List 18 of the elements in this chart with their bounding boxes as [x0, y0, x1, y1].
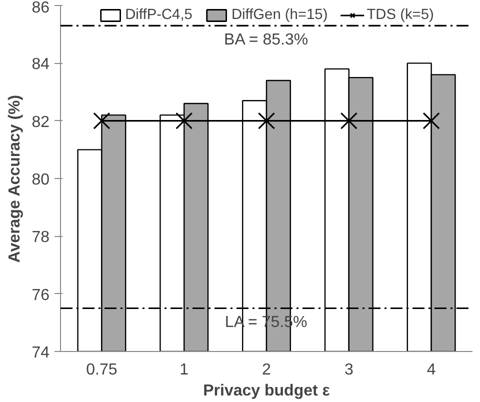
x-tick-label: 4 — [426, 362, 436, 378]
legend-label: DiffGen (h=15) — [231, 7, 328, 23]
y-tick-label: 74 — [32, 344, 50, 362]
x-tick-label: 1 — [180, 362, 189, 378]
legend-label: TDS (k=5) — [366, 7, 434, 23]
y-tick-label: 86 — [32, 0, 50, 16]
y-tick-label: 82 — [32, 114, 50, 131]
y-tick-label: 78 — [32, 229, 50, 246]
y-tick-label: 80 — [32, 172, 50, 188]
x-tick-label: 3 — [344, 362, 354, 378]
ref-line-label: BA = 85.3% — [224, 32, 308, 49]
x-axis-title: Privacy budget ε — [203, 382, 330, 400]
y-axis-title: Average Accuracy (%) — [6, 94, 24, 263]
legend-label: DiffP-C4,5 — [125, 7, 192, 23]
x-tick-label: 2 — [262, 362, 272, 378]
y-tick-label: 84 — [32, 56, 50, 74]
x-tick-label: 0.75 — [86, 362, 118, 378]
y-tick-label: 76 — [32, 286, 50, 304]
